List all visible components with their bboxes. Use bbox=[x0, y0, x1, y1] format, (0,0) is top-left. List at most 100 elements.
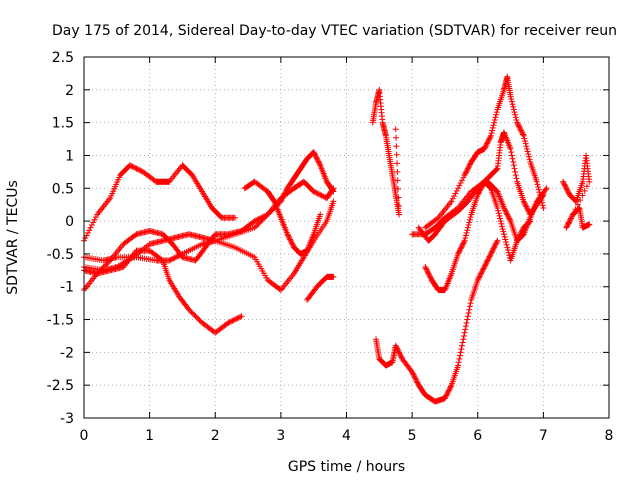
data-point bbox=[393, 143, 400, 150]
data-point bbox=[466, 216, 473, 223]
data-point bbox=[396, 349, 402, 356]
data-point bbox=[457, 349, 464, 356]
data-point bbox=[310, 188, 317, 195]
data-point bbox=[455, 185, 462, 192]
data-point bbox=[395, 202, 402, 209]
data-point bbox=[499, 225, 506, 232]
data-point bbox=[252, 217, 259, 224]
data-point bbox=[83, 232, 90, 239]
series-arc-5 bbox=[81, 247, 245, 336]
y-tick-labels: 2.5 2 1.5 1 0.5 0 -0.5 -1 -1.5 -2 -2.5 -3 bbox=[47, 50, 74, 427]
data-point bbox=[313, 154, 320, 161]
data-point bbox=[287, 237, 294, 244]
data-point bbox=[102, 262, 108, 269]
data-point bbox=[560, 178, 567, 185]
grid-lines bbox=[84, 57, 609, 418]
data-point bbox=[478, 270, 485, 277]
data-point bbox=[561, 181, 568, 188]
data-point bbox=[87, 224, 94, 231]
x-tick-label: 4 bbox=[342, 428, 351, 444]
data-point bbox=[502, 239, 509, 246]
data-point bbox=[393, 344, 400, 351]
data-point bbox=[460, 239, 467, 246]
data-point bbox=[397, 351, 404, 358]
data-point bbox=[510, 159, 517, 166]
data-point bbox=[567, 215, 574, 222]
data-point bbox=[482, 143, 489, 150]
data-point bbox=[535, 186, 542, 193]
data-point bbox=[568, 214, 575, 221]
data-point bbox=[460, 240, 467, 247]
data-point bbox=[482, 261, 489, 268]
data-point bbox=[424, 269, 431, 276]
data-point bbox=[104, 260, 111, 267]
data-point bbox=[434, 215, 441, 222]
data-point bbox=[392, 126, 399, 133]
data-point bbox=[277, 198, 284, 205]
data-point bbox=[444, 390, 451, 397]
data-point bbox=[460, 336, 467, 343]
x-tick-label: 1 bbox=[145, 428, 154, 444]
y-tick-label: -1.5 bbox=[47, 313, 74, 329]
data-point bbox=[458, 244, 465, 251]
data-point bbox=[523, 143, 530, 150]
y-tick-label: 2.5 bbox=[52, 50, 74, 66]
data-point bbox=[493, 166, 500, 173]
data-point bbox=[463, 229, 470, 236]
data-point bbox=[426, 271, 433, 278]
data-point bbox=[279, 194, 286, 201]
data-point bbox=[424, 267, 431, 274]
x-tick-label: 0 bbox=[80, 428, 89, 444]
data-point bbox=[457, 180, 464, 187]
data-point bbox=[105, 258, 112, 265]
data-point bbox=[465, 309, 472, 316]
data-point bbox=[132, 164, 139, 171]
data-point bbox=[489, 248, 496, 255]
data-point bbox=[289, 241, 296, 248]
data-point bbox=[422, 265, 429, 272]
data-point bbox=[270, 197, 277, 204]
data-point bbox=[525, 153, 532, 160]
data-point bbox=[511, 109, 518, 116]
series-arc-10 bbox=[422, 73, 547, 231]
data-point bbox=[460, 332, 467, 339]
data-point bbox=[511, 165, 518, 172]
data-point bbox=[518, 127, 525, 134]
y-axis-label: SDTVAR / TECUs bbox=[5, 180, 21, 295]
data-point bbox=[495, 207, 502, 214]
y-tick-label: -0.5 bbox=[47, 247, 74, 263]
data-point bbox=[466, 219, 473, 226]
data-point bbox=[394, 160, 401, 167]
data-point bbox=[187, 308, 194, 315]
data-point bbox=[427, 274, 434, 281]
data-point bbox=[489, 246, 496, 253]
data-point bbox=[487, 132, 494, 139]
data-point bbox=[504, 211, 511, 218]
data-point bbox=[520, 131, 527, 138]
data-point bbox=[262, 212, 269, 219]
data-point bbox=[483, 258, 490, 265]
data-point bbox=[426, 273, 433, 280]
data-point bbox=[394, 345, 401, 352]
data-point bbox=[489, 124, 496, 131]
data-point bbox=[466, 162, 473, 169]
data-point bbox=[330, 188, 337, 195]
data-point bbox=[519, 130, 526, 137]
y-tick-label: 1.5 bbox=[52, 116, 74, 132]
data-point bbox=[504, 244, 511, 251]
data-point bbox=[233, 315, 240, 322]
data-point bbox=[524, 206, 531, 213]
data-point bbox=[196, 317, 203, 324]
data-point bbox=[481, 262, 488, 269]
data-point bbox=[315, 159, 322, 166]
data-point bbox=[526, 156, 533, 163]
data-point bbox=[282, 189, 289, 196]
data-point bbox=[461, 329, 468, 336]
data-point bbox=[577, 197, 584, 204]
data-point bbox=[254, 216, 261, 223]
data-point bbox=[480, 265, 487, 272]
data-point bbox=[447, 383, 454, 390]
data-point bbox=[136, 166, 143, 173]
data-point bbox=[562, 182, 569, 189]
